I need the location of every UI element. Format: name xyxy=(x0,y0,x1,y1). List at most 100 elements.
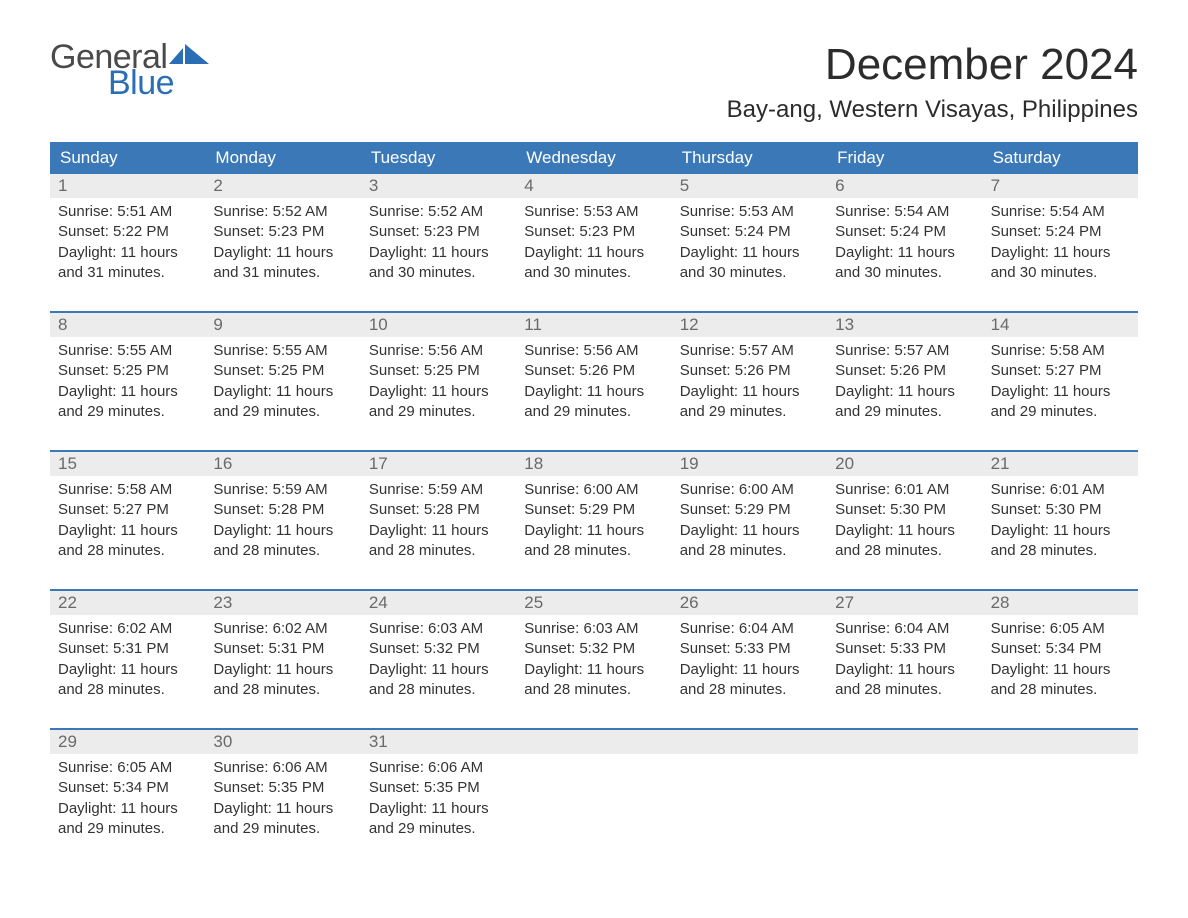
sunset-line: Sunset: 5:34 PM xyxy=(991,639,1130,659)
sunset-line: Sunset: 5:24 PM xyxy=(991,222,1130,242)
weekday-header: Thursday xyxy=(672,142,827,174)
day-number: 20 xyxy=(827,452,982,476)
day-details: Sunrise: 6:05 AMSunset: 5:34 PMDaylight:… xyxy=(50,754,205,845)
day-number: 27 xyxy=(827,591,982,615)
daylight-line-2: and 31 minutes. xyxy=(58,263,197,283)
daylight-line-2: and 30 minutes. xyxy=(680,263,819,283)
day-details: Sunrise: 5:55 AMSunset: 5:25 PMDaylight:… xyxy=(50,337,205,428)
calendar-day-cell: 31Sunrise: 6:06 AMSunset: 5:35 PMDayligh… xyxy=(361,730,516,845)
daylight-line-2: and 28 minutes. xyxy=(58,680,197,700)
sunset-line: Sunset: 5:23 PM xyxy=(213,222,352,242)
day-details: Sunrise: 5:54 AMSunset: 5:24 PMDaylight:… xyxy=(983,198,1138,289)
daylight-line-2: and 29 minutes. xyxy=(835,402,974,422)
sunrise-line: Sunrise: 6:04 AM xyxy=(835,619,974,639)
sunset-line: Sunset: 5:24 PM xyxy=(680,222,819,242)
daylight-line-2: and 29 minutes. xyxy=(213,819,352,839)
day-details: Sunrise: 6:05 AMSunset: 5:34 PMDaylight:… xyxy=(983,615,1138,706)
daylight-line-1: Daylight: 11 hours xyxy=(369,660,508,680)
day-number: 13 xyxy=(827,313,982,337)
day-details: Sunrise: 5:52 AMSunset: 5:23 PMDaylight:… xyxy=(205,198,360,289)
sunset-line: Sunset: 5:26 PM xyxy=(524,361,663,381)
daylight-line-1: Daylight: 11 hours xyxy=(58,521,197,541)
sunrise-line: Sunrise: 6:06 AM xyxy=(369,758,508,778)
calendar: SundayMondayTuesdayWednesdayThursdayFrid… xyxy=(50,142,1138,845)
day-number: 1 xyxy=(50,174,205,198)
day-details: Sunrise: 5:54 AMSunset: 5:24 PMDaylight:… xyxy=(827,198,982,289)
daylight-line-2: and 28 minutes. xyxy=(835,680,974,700)
daylight-line-1: Daylight: 11 hours xyxy=(213,382,352,402)
daylight-line-1: Daylight: 11 hours xyxy=(58,660,197,680)
daylight-line-1: Daylight: 11 hours xyxy=(835,660,974,680)
sunrise-line: Sunrise: 6:06 AM xyxy=(213,758,352,778)
calendar-week-row: 29Sunrise: 6:05 AMSunset: 5:34 PMDayligh… xyxy=(50,728,1138,845)
weekday-header: Saturday xyxy=(983,142,1138,174)
daylight-line-2: and 28 minutes. xyxy=(58,541,197,561)
weekday-header: Sunday xyxy=(50,142,205,174)
calendar-day-cell: 13Sunrise: 5:57 AMSunset: 5:26 PMDayligh… xyxy=(827,313,982,428)
daylight-line-2: and 28 minutes. xyxy=(680,680,819,700)
sunrise-line: Sunrise: 6:03 AM xyxy=(369,619,508,639)
calendar-day-cell: 29Sunrise: 6:05 AMSunset: 5:34 PMDayligh… xyxy=(50,730,205,845)
daylight-line-2: and 29 minutes. xyxy=(369,402,508,422)
sunset-line: Sunset: 5:32 PM xyxy=(369,639,508,659)
sunset-line: Sunset: 5:25 PM xyxy=(213,361,352,381)
day-number: 23 xyxy=(205,591,360,615)
weekday-header: Tuesday xyxy=(361,142,516,174)
calendar-day-cell: 30Sunrise: 6:06 AMSunset: 5:35 PMDayligh… xyxy=(205,730,360,845)
day-details xyxy=(827,754,982,764)
day-details: Sunrise: 6:03 AMSunset: 5:32 PMDaylight:… xyxy=(516,615,671,706)
day-details: Sunrise: 6:02 AMSunset: 5:31 PMDaylight:… xyxy=(50,615,205,706)
sunrise-line: Sunrise: 6:05 AM xyxy=(58,758,197,778)
daylight-line-1: Daylight: 11 hours xyxy=(58,799,197,819)
day-details: Sunrise: 6:03 AMSunset: 5:32 PMDaylight:… xyxy=(361,615,516,706)
daylight-line-1: Daylight: 11 hours xyxy=(369,521,508,541)
sunset-line: Sunset: 5:32 PM xyxy=(524,639,663,659)
sunset-line: Sunset: 5:35 PM xyxy=(213,778,352,798)
day-number: 4 xyxy=(516,174,671,198)
daylight-line-2: and 28 minutes. xyxy=(369,680,508,700)
calendar-day-cell: 22Sunrise: 6:02 AMSunset: 5:31 PMDayligh… xyxy=(50,591,205,706)
sunrise-line: Sunrise: 6:00 AM xyxy=(680,480,819,500)
weekday-header: Friday xyxy=(827,142,982,174)
sunrise-line: Sunrise: 6:01 AM xyxy=(835,480,974,500)
day-details: Sunrise: 6:06 AMSunset: 5:35 PMDaylight:… xyxy=(205,754,360,845)
location-subtitle: Bay-ang, Western Visayas, Philippines xyxy=(727,96,1138,124)
day-details: Sunrise: 6:00 AMSunset: 5:29 PMDaylight:… xyxy=(672,476,827,567)
daylight-line-2: and 30 minutes. xyxy=(835,263,974,283)
day-details: Sunrise: 6:02 AMSunset: 5:31 PMDaylight:… xyxy=(205,615,360,706)
day-details: Sunrise: 5:52 AMSunset: 5:23 PMDaylight:… xyxy=(361,198,516,289)
calendar-day-cell: 21Sunrise: 6:01 AMSunset: 5:30 PMDayligh… xyxy=(983,452,1138,567)
sunrise-line: Sunrise: 5:51 AM xyxy=(58,202,197,222)
day-number: 17 xyxy=(361,452,516,476)
day-number: 11 xyxy=(516,313,671,337)
calendar-week-row: 22Sunrise: 6:02 AMSunset: 5:31 PMDayligh… xyxy=(50,589,1138,706)
daylight-line-2: and 28 minutes. xyxy=(835,541,974,561)
day-number: 19 xyxy=(672,452,827,476)
calendar-week-row: 8Sunrise: 5:55 AMSunset: 5:25 PMDaylight… xyxy=(50,311,1138,428)
day-details: Sunrise: 6:01 AMSunset: 5:30 PMDaylight:… xyxy=(827,476,982,567)
daylight-line-2: and 30 minutes. xyxy=(369,263,508,283)
day-number: 21 xyxy=(983,452,1138,476)
sunrise-line: Sunrise: 5:59 AM xyxy=(369,480,508,500)
daylight-line-1: Daylight: 11 hours xyxy=(58,243,197,263)
sunset-line: Sunset: 5:22 PM xyxy=(58,222,197,242)
daylight-line-1: Daylight: 11 hours xyxy=(369,799,508,819)
daylight-line-2: and 29 minutes. xyxy=(58,402,197,422)
calendar-day-cell: 8Sunrise: 5:55 AMSunset: 5:25 PMDaylight… xyxy=(50,313,205,428)
calendar-day-cell: 2Sunrise: 5:52 AMSunset: 5:23 PMDaylight… xyxy=(205,174,360,289)
day-number: 6 xyxy=(827,174,982,198)
day-details: Sunrise: 5:55 AMSunset: 5:25 PMDaylight:… xyxy=(205,337,360,428)
sunrise-line: Sunrise: 5:52 AM xyxy=(213,202,352,222)
daylight-line-2: and 29 minutes. xyxy=(213,402,352,422)
calendar-day-cell: 23Sunrise: 6:02 AMSunset: 5:31 PMDayligh… xyxy=(205,591,360,706)
sunset-line: Sunset: 5:26 PM xyxy=(680,361,819,381)
day-number: 28 xyxy=(983,591,1138,615)
sunset-line: Sunset: 5:30 PM xyxy=(991,500,1130,520)
calendar-week-row: 1Sunrise: 5:51 AMSunset: 5:22 PMDaylight… xyxy=(50,174,1138,289)
daylight-line-1: Daylight: 11 hours xyxy=(835,243,974,263)
sunset-line: Sunset: 5:27 PM xyxy=(58,500,197,520)
day-details: Sunrise: 5:59 AMSunset: 5:28 PMDaylight:… xyxy=(205,476,360,567)
sunset-line: Sunset: 5:25 PM xyxy=(369,361,508,381)
daylight-line-1: Daylight: 11 hours xyxy=(213,660,352,680)
daylight-line-2: and 28 minutes. xyxy=(991,541,1130,561)
